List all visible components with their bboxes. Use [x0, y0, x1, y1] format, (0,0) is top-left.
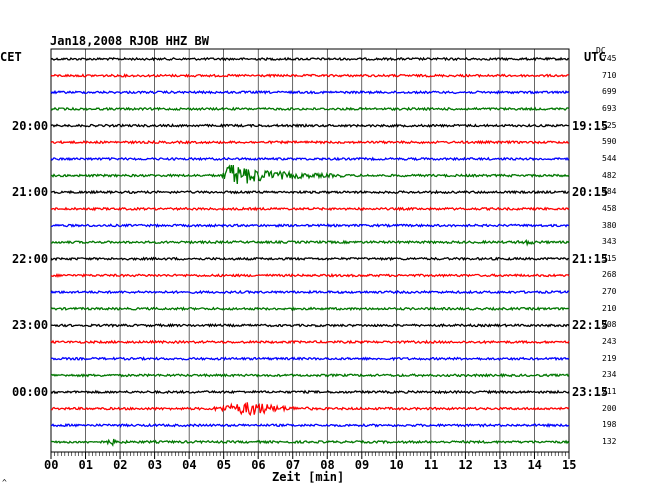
- dc-offset-value: 699: [602, 87, 617, 97]
- x-tick-label: 09: [354, 458, 370, 472]
- seismic-trace-10: [50, 206, 570, 212]
- x-tick-label: 04: [182, 458, 197, 472]
- seismic-trace-19: [50, 356, 570, 362]
- dc-offset-value: 590: [602, 137, 617, 147]
- left-time-label: 22:00: [12, 251, 49, 266]
- right-time-label: 23:15: [572, 385, 609, 399]
- dc-offset-value: 208: [602, 320, 617, 330]
- x-tick-label: 07: [285, 458, 301, 472]
- right-time-label: 20:15: [572, 185, 609, 200]
- left-timezone-label: CET: [0, 50, 22, 64]
- seismic-trace-5: [50, 123, 570, 129]
- dc-offset-value: 243: [602, 337, 617, 347]
- seismic-trace-4: [50, 106, 570, 112]
- dc-offset-value: 219: [602, 353, 617, 363]
- dc-offset-value: 270: [602, 287, 617, 297]
- dc-offset-value: 482: [602, 170, 617, 180]
- x-tick-label: 13: [492, 458, 508, 472]
- seismic-trace-16: [50, 306, 570, 312]
- dc-offset-value: 268: [602, 270, 617, 280]
- dc-offset-value: 745: [602, 54, 617, 63]
- dc-offset-value: 380: [602, 220, 617, 230]
- left-time-label: 21:00: [12, 185, 49, 200]
- seismic-trace-7: [50, 156, 570, 162]
- dc-offset-value: 200: [602, 403, 617, 413]
- seismic-trace-11: [51, 223, 570, 228]
- dc-offset-value: 211: [602, 387, 617, 396]
- x-tick-label: 08: [320, 458, 335, 472]
- x-tick-label: 15: [562, 458, 577, 472]
- seismic-trace-22: [50, 402, 570, 417]
- x-tick-label: 12: [458, 458, 473, 472]
- dc-offset-value: 544: [602, 153, 617, 163]
- seismic-trace-18: [50, 339, 570, 345]
- x-tick-label: 05: [216, 458, 232, 472]
- seismic-trace-8: [50, 164, 570, 184]
- dc-offset-value: 234: [602, 370, 617, 380]
- right-timezone-label: UTC: [584, 50, 606, 64]
- dc-offset-value: 693: [602, 103, 617, 113]
- right-time-label: 21:15: [572, 251, 609, 266]
- dc-offset-value: 132: [602, 436, 617, 446]
- x-tick-label: 14: [527, 458, 542, 472]
- x-tick-label: 02: [113, 458, 128, 472]
- dc-offset-value: 710: [602, 70, 617, 80]
- x-tick-label: 11: [423, 458, 439, 472]
- dc-offset-header: DC: [596, 46, 606, 55]
- x-tick-label: 06: [251, 458, 266, 472]
- dc-offset-value: 458: [602, 203, 617, 213]
- dc-offset-value: 198: [602, 420, 617, 430]
- seismic-trace-23: [50, 422, 570, 428]
- seismic-trace-14: [50, 272, 570, 278]
- seismic-trace-13: [50, 256, 570, 262]
- dc-offset-value: 625: [602, 120, 617, 130]
- left-time-label: 00:00: [12, 385, 49, 399]
- left-time-label: 23:00: [12, 318, 49, 333]
- right-time-label: 22:15: [572, 318, 609, 333]
- seismic-trace-2: [50, 73, 570, 79]
- seismic-trace-20: [50, 372, 570, 378]
- chart-title: Jan18,2008 RJOB HHZ BW: [50, 34, 209, 48]
- x-tick-label: 01: [78, 458, 93, 472]
- dc-offset-value: 343: [602, 237, 617, 247]
- seismic-trace-24: [50, 438, 570, 447]
- x-tick-label: 03: [147, 458, 163, 472]
- left-time-label: 20:00: [12, 118, 49, 133]
- seismic-trace-21: [50, 389, 570, 395]
- seismic-trace-3: [50, 89, 570, 95]
- corner-mark: ^: [2, 478, 7, 487]
- x-tick-label: 10: [389, 458, 404, 472]
- seismic-trace-6: [50, 139, 570, 145]
- dc-offset-value: 315: [602, 253, 617, 263]
- seismic-trace-1: [50, 56, 570, 62]
- seismic-trace-15: [50, 289, 570, 295]
- seismic-trace-12: [50, 238, 570, 247]
- dc-offset-value: 484: [602, 187, 617, 197]
- dc-offset-value: 210: [602, 303, 617, 313]
- x-axis-label: Zeit [min]: [272, 470, 345, 484]
- right-time-label: 19:15: [572, 118, 609, 133]
- x-tick-label: 00: [44, 458, 59, 472]
- seismic-trace-9: [50, 189, 570, 195]
- seismic-trace-17: [50, 323, 570, 328]
